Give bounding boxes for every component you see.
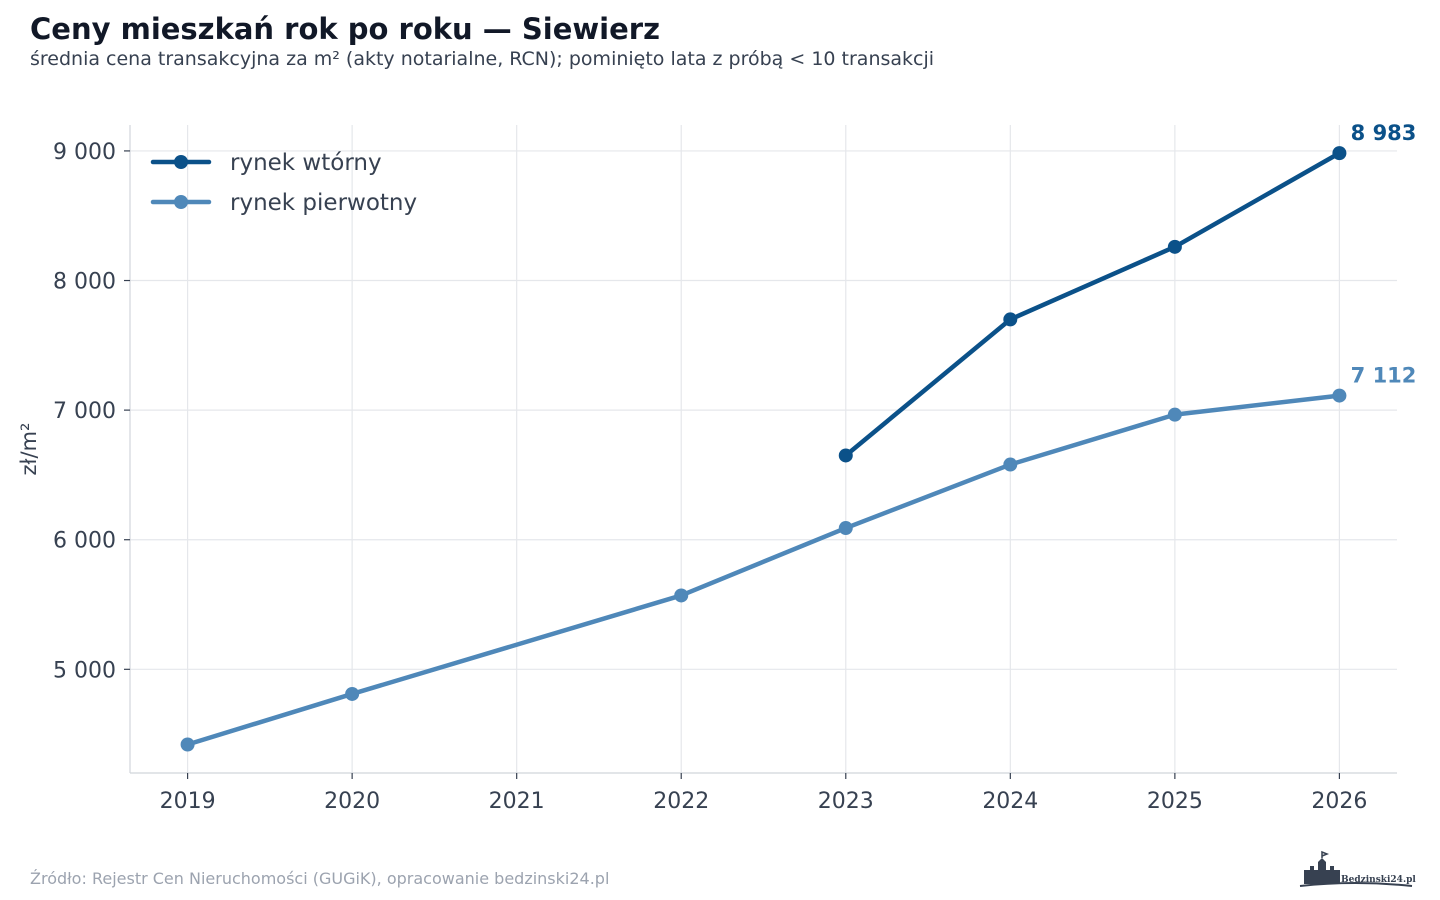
data-point [1332,146,1347,161]
legend-marker [174,155,188,169]
legend-marker [174,195,188,209]
series-1: 7 112 [180,364,1417,752]
y-tick-label: 6 000 [53,529,116,554]
data-point [180,737,195,752]
chart-title: Ceny mieszkań rok po roku — Siewierz [30,12,660,46]
logo-flag-shape [1321,850,1330,858]
series-0: 8 983 [838,121,1417,463]
chart-subtitle: średnia cena transakcyjna za m² (akty no… [30,48,935,70]
x-tick-label: 2025 [1147,789,1203,814]
data-point [1167,407,1182,422]
data-point [1167,239,1182,254]
data-point [838,521,853,536]
legend-label: rynek pierwotny [230,190,417,216]
legend-item-1: rynek pierwotny [150,190,417,216]
y-tick-label: 8 000 [53,270,116,295]
x-tick-label: 2019 [160,789,216,814]
y-axis-title: zł/m² [17,423,41,476]
y-tick-label: 9 000 [53,140,116,165]
source-note: Źródło: Rejestr Cen Nieruchomości (GUGiK… [30,869,610,888]
data-point [345,686,360,701]
data-point [674,588,689,603]
logo-text: Bedzinski24.pl [1341,875,1416,885]
legend-item-0: rynek wtórny [150,150,382,176]
bedzinski24-logo: Bedzinski24.pl [1299,850,1416,887]
x-tick-label: 2024 [982,789,1038,814]
legend-label: rynek wtórny [230,150,382,176]
logo-castle-shape [1304,858,1340,884]
x-tick-label: 2022 [653,789,709,814]
end-value-label: 7 112 [1351,364,1417,388]
axes: 2019 2020 2021 2022 2023 2024 2025 2026 5 000 6 0… [17,125,1397,814]
x-tick-label: 2020 [324,789,380,814]
series-line [185,393,1342,747]
grid [130,125,1397,773]
data-point [1003,457,1018,472]
data-point [1003,312,1018,327]
legend: rynek wtórny rynek pierwotny [150,150,417,216]
x-tick-label: 2021 [489,789,545,814]
x-tick-label: 2026 [1311,789,1367,814]
series-layer: 8 983 7 112 [180,121,1417,752]
y-tick-label: 7 000 [53,399,116,424]
data-point [1332,388,1347,403]
x-tick-label: 2023 [818,789,874,814]
y-tick-label: 5 000 [53,658,116,683]
data-point [838,448,853,463]
series-line [843,150,1342,458]
end-value-label: 8 983 [1351,121,1417,145]
logo-ground-shape [1299,882,1413,887]
